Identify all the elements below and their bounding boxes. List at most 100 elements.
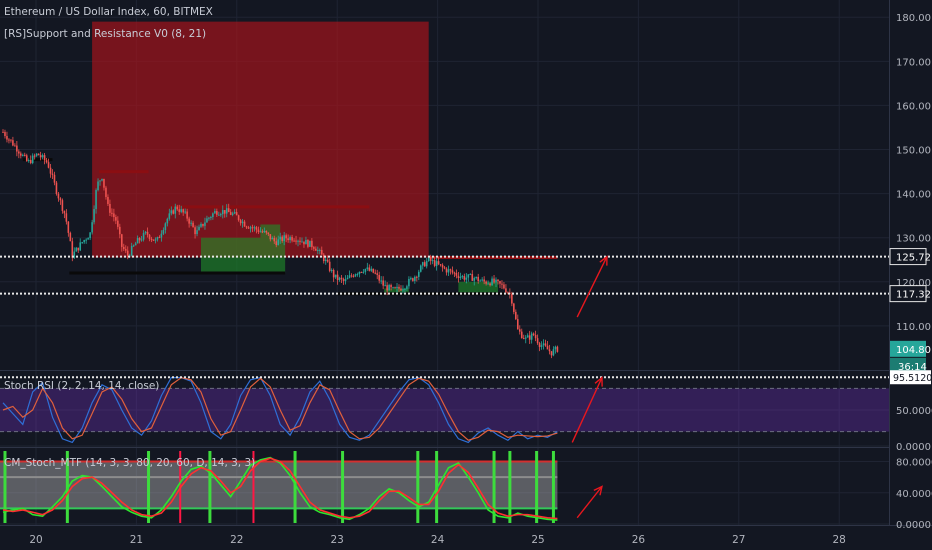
candle-body (119, 226, 121, 235)
candle-body (18, 151, 20, 154)
candle-body (53, 174, 56, 183)
candle-body (368, 267, 371, 271)
candle-body (233, 212, 236, 214)
candle-body (471, 274, 474, 281)
candle-body (406, 286, 408, 289)
stoch-rsi-band (0, 388, 889, 432)
x-tick-label: 23 (331, 534, 344, 546)
mtf-cross-up-bar (3, 451, 7, 523)
candle-body (227, 208, 230, 213)
candle-body (503, 284, 505, 289)
candle-body (358, 271, 361, 275)
candle-body (455, 272, 458, 276)
candle-body (168, 213, 171, 219)
candle-body (212, 213, 214, 218)
candle-body (447, 269, 450, 273)
mtf-cross-up-bar (416, 451, 420, 523)
candle-body (220, 214, 222, 216)
candle-body (532, 333, 535, 336)
stoch-rsi-panel (0, 376, 889, 444)
candle-body (412, 278, 414, 281)
candle-body (513, 303, 515, 312)
mtf-cross-up-bar (535, 451, 539, 523)
candle-body (63, 210, 66, 214)
candle-body (378, 274, 380, 281)
candle-body (467, 274, 470, 278)
candle-body (394, 287, 396, 289)
time-axis[interactable]: 20 21 22 23 24 25 26 27 28 (29, 534, 846, 546)
candle-body (156, 237, 159, 240)
candle-body (35, 153, 38, 156)
candle-body (202, 223, 204, 226)
y-tick-label: 150.00 (896, 146, 931, 157)
candle-body (536, 338, 539, 344)
candle-body (73, 251, 76, 258)
price-axis[interactable]: 110.00 120.00 130.00 140.00 150.00 160.00 170.… (889, 13, 932, 531)
stoch-rsi-value-tag (890, 370, 931, 385)
x-tick-label: 28 (833, 534, 846, 546)
candle-body (178, 209, 181, 212)
annotation-arrow-head (594, 376, 603, 387)
candle-body (99, 180, 101, 182)
candle-body (221, 210, 224, 215)
candle-body (552, 349, 555, 356)
candle-body (281, 236, 283, 241)
candle-body (89, 232, 91, 239)
candle-body (356, 274, 359, 276)
candle-body (14, 145, 16, 147)
candle-body (188, 218, 190, 224)
candle-body (91, 222, 93, 233)
stoch-rsi-legend: Stoch RSI (2, 2, 14, 14, close) (4, 380, 159, 392)
candle-body (206, 218, 208, 223)
candle-body (303, 241, 305, 245)
candle-body (491, 278, 493, 286)
support-zone (458, 281, 498, 293)
candle-body (12, 140, 14, 146)
candle-body (360, 271, 363, 273)
candle-body (320, 249, 323, 255)
candle-body (388, 285, 390, 291)
y-tick-label: 180.00 (896, 13, 931, 24)
candle-body (79, 242, 82, 251)
candle-body (443, 267, 446, 269)
support-zone (260, 224, 281, 238)
candle-body (22, 154, 24, 156)
candle-body (332, 270, 335, 278)
annotation-arrows (571, 255, 608, 519)
candle-body (526, 335, 529, 338)
candle-body (16, 145, 18, 152)
candle-body (140, 239, 143, 241)
candle-body (287, 238, 289, 241)
candle-body (326, 259, 329, 262)
candle-body (29, 159, 32, 164)
candle-body (130, 246, 133, 256)
candle-body (324, 259, 327, 262)
candle-body (437, 261, 440, 265)
candle-body (554, 346, 557, 350)
x-tick-label: 21 (130, 534, 143, 546)
candle-body (528, 335, 531, 340)
y-tick-label: 110.00 (896, 322, 931, 333)
candle-body (83, 239, 85, 243)
candle-body (517, 319, 519, 330)
candle-body (51, 173, 54, 175)
mtf-k-line (2, 456, 558, 521)
candle-body (255, 227, 258, 230)
candle-body (49, 167, 52, 174)
candle-body (55, 182, 58, 194)
candle-body (328, 261, 331, 271)
candle-body (487, 283, 489, 285)
candle-body (39, 155, 42, 158)
candle-body (477, 276, 479, 282)
candle-body (439, 264, 442, 266)
support-zone (384, 288, 409, 293)
candle-body (366, 267, 369, 269)
candle-body (346, 277, 349, 280)
mtf-tick-label: 80.0000 (896, 458, 932, 469)
candle-body (109, 203, 111, 213)
countdown-label: 36:14 (898, 362, 927, 373)
candle-body (473, 278, 476, 281)
candle-body (289, 237, 291, 241)
y-tick-label: 130.00 (896, 234, 931, 245)
